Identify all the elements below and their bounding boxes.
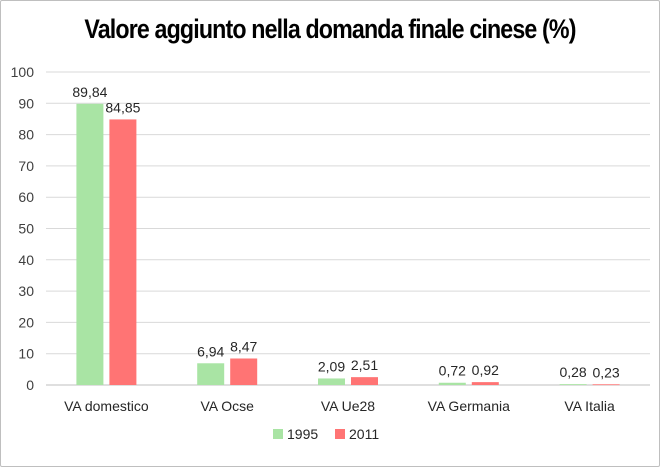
y-tick-label: 80 <box>18 127 34 143</box>
y-tick-label: 90 <box>18 95 34 111</box>
bar-2011-4 <box>592 384 620 386</box>
data-label-1995-4: 0,28 <box>559 364 586 380</box>
bars <box>76 103 620 386</box>
legend-swatch-1995 <box>273 429 283 439</box>
y-tick-label: 50 <box>18 221 34 237</box>
bar-1995-2 <box>318 378 345 385</box>
y-tick-label: 60 <box>18 189 34 205</box>
data-label-2011-4: 0,23 <box>592 364 619 380</box>
category-label: VA Ue28 <box>321 398 375 414</box>
legend-swatch-2011 <box>335 429 345 439</box>
x-axis-categories: VA domestico VA Ocse VA Ue28 VA Germania VA … <box>64 398 615 414</box>
data-label-1995-2: 2,09 <box>318 358 345 374</box>
y-tick-label: 30 <box>18 283 34 299</box>
bar-1995-0 <box>76 103 104 386</box>
data-label-1995-0: 89,84 <box>72 84 107 100</box>
category-label: VA Italia <box>564 398 615 414</box>
chart-title: Valore aggiunto nella domanda finale cin… <box>84 14 576 44</box>
category-label: VA Germania <box>428 398 510 414</box>
bar-1995-3 <box>438 382 466 385</box>
data-label-1995-3: 0,72 <box>439 363 466 379</box>
category-label: VA domestico <box>64 398 149 414</box>
data-label-2011-2: 2,51 <box>351 357 378 373</box>
data-label-1995-1: 6,94 <box>197 343 224 359</box>
y-axis-ticks: 0 10 20 30 40 50 60 70 80 90 100 <box>11 64 35 393</box>
y-tick-label: 40 <box>18 252 34 268</box>
y-tick-label: 20 <box>18 314 34 330</box>
bar-2011-0 <box>109 119 137 386</box>
bar-1995-4 <box>559 384 587 385</box>
category-label: VA Ocse <box>200 398 254 414</box>
bar-2011-3 <box>471 382 499 385</box>
y-tick-label: 10 <box>18 346 34 362</box>
y-tick-label: 70 <box>18 158 34 174</box>
bar-2011-2 <box>351 377 378 385</box>
y-tick-label: 100 <box>11 64 35 80</box>
legend: 1995 2011 <box>273 426 379 442</box>
bar-2011-1 <box>230 358 258 385</box>
data-label-2011-0: 84,85 <box>105 99 140 115</box>
y-tick-label: 0 <box>26 377 34 393</box>
data-label-2011-3: 0,92 <box>472 362 499 378</box>
bar-1995-1 <box>197 363 225 385</box>
legend-label-2011: 2011 <box>349 426 379 442</box>
data-label-2011-1: 8,47 <box>230 338 257 354</box>
gridlines <box>46 71 650 386</box>
legend-label-1995: 1995 <box>287 426 318 442</box>
